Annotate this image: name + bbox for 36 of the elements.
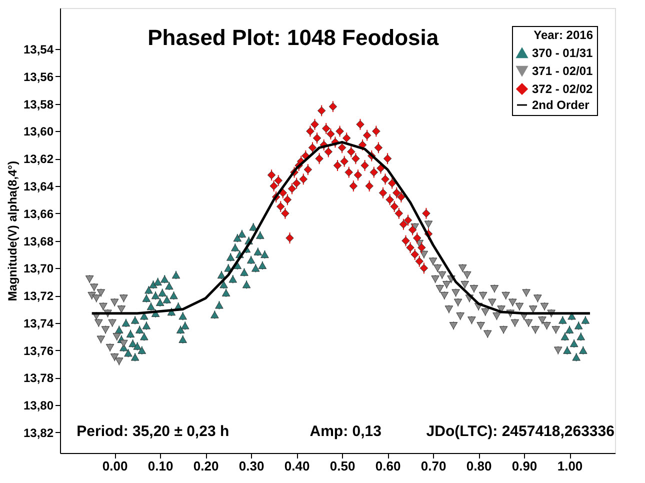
y-tick-label: 13,76 <box>23 344 54 358</box>
y-tick-label: 13,54 <box>23 42 54 57</box>
x-tick-label: 0.10 <box>148 458 174 474</box>
y-tick-label: 13,68 <box>23 234 54 248</box>
legend-label: 372 - 02/02 <box>532 82 594 96</box>
x-tick-label: 0.80 <box>466 458 492 474</box>
x-tick-label: 0.20 <box>193 458 219 474</box>
annotation: JDo(LTC): 2457418,263336 <box>426 423 614 440</box>
y-tick-label: 13,72 <box>23 289 54 304</box>
x-tick-label: 1.00 <box>557 458 583 474</box>
annotation: Period: 35,20 ± 0,23 h <box>76 423 230 440</box>
y-tick-label: 13,82 <box>23 426 54 440</box>
y-tick-label: 13,80 <box>23 398 54 413</box>
y-tick-label: 13,74 <box>23 316 54 330</box>
y-tick-label: 13,56 <box>23 70 54 84</box>
y-tick-label: 13,64 <box>23 180 54 194</box>
legend-label: 2nd Order <box>532 98 590 112</box>
y-tick-label: 13,70 <box>23 262 54 276</box>
y-tick-label: 13,78 <box>23 371 54 386</box>
y-tick-label: 13,66 <box>23 206 54 221</box>
legend-label: 370 - 01/31 <box>532 46 594 60</box>
x-tick-label: 0.70 <box>420 458 446 474</box>
x-tick-label: 0.90 <box>512 458 538 474</box>
x-tick-label: 0.50 <box>330 458 356 474</box>
y-tick-label: 13,58 <box>23 97 54 112</box>
legend-title: Year: 2016 <box>534 28 594 42</box>
y-tick-label: 13,62 <box>23 152 54 166</box>
annotation: Amp: 0,13 <box>310 423 382 440</box>
x-tick-label: 0.60 <box>375 458 401 474</box>
y-tick-label: 13,60 <box>23 124 54 139</box>
text: Phased Plot: 1048 Feodosia <box>148 25 440 50</box>
x-tick-label: 0.30 <box>238 458 264 474</box>
legend-label: 371 - 02/01 <box>532 64 594 78</box>
x-tick-label: 0.40 <box>284 458 310 474</box>
y-axis-title: Magnitude(V) alpha(8,4°) <box>5 160 20 302</box>
x-tick-label: 0.00 <box>102 458 128 474</box>
